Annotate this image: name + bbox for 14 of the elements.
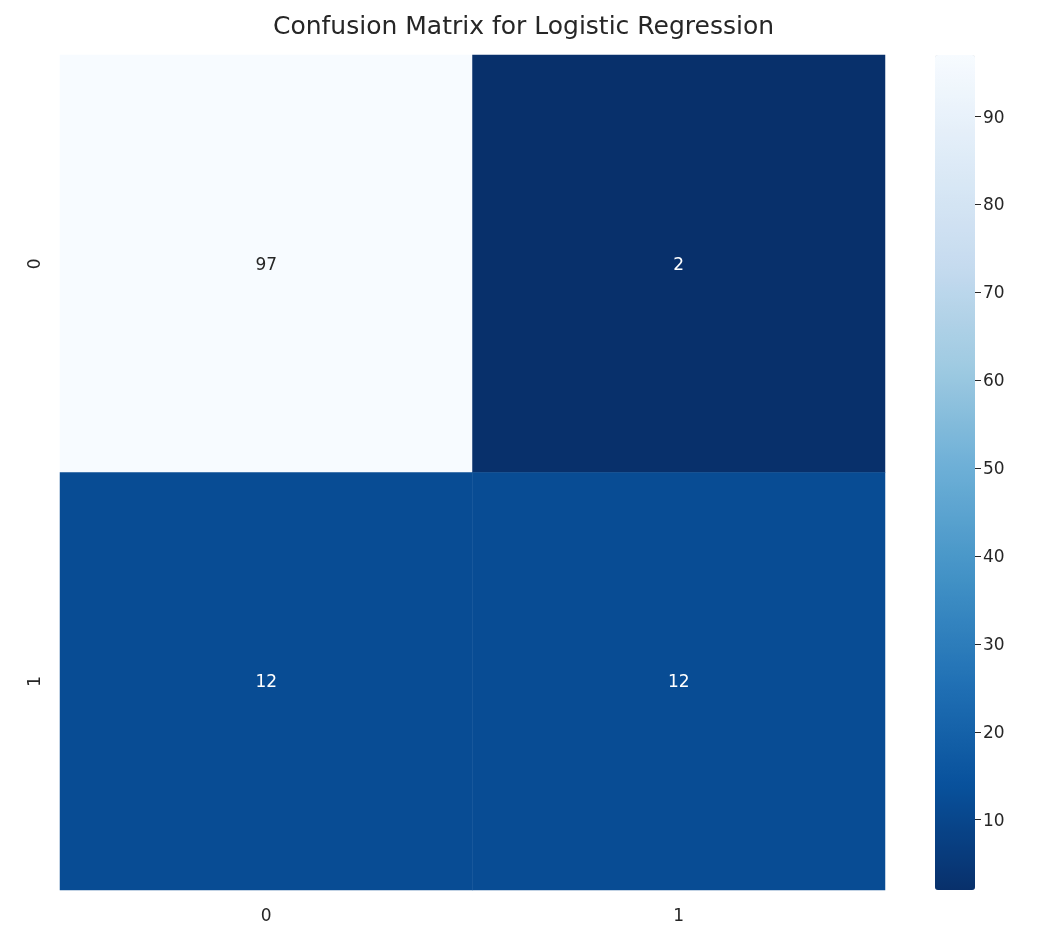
data-label: 12 bbox=[667, 671, 690, 692]
color-bar-label: 40 bbox=[983, 546, 1005, 566]
color-bar-label: 10 bbox=[983, 809, 1005, 830]
chart-title: Confusion Matrix for Logistic Regression bbox=[272, 11, 775, 40]
data-label: 12 bbox=[255, 671, 278, 692]
color-bar-label: 80 bbox=[983, 194, 1005, 215]
color-bar-label: 20 bbox=[983, 721, 1005, 742]
data-label: 2 bbox=[673, 253, 685, 274]
data-label: 97 bbox=[255, 253, 278, 274]
color-bar-label: 60 bbox=[983, 370, 1005, 391]
color-bar-label: 30 bbox=[983, 633, 1005, 654]
color-bar-label: 50 bbox=[983, 458, 1005, 479]
color-bar-label: 90 bbox=[983, 106, 1005, 127]
color-bar-label: 70 bbox=[983, 282, 1005, 303]
